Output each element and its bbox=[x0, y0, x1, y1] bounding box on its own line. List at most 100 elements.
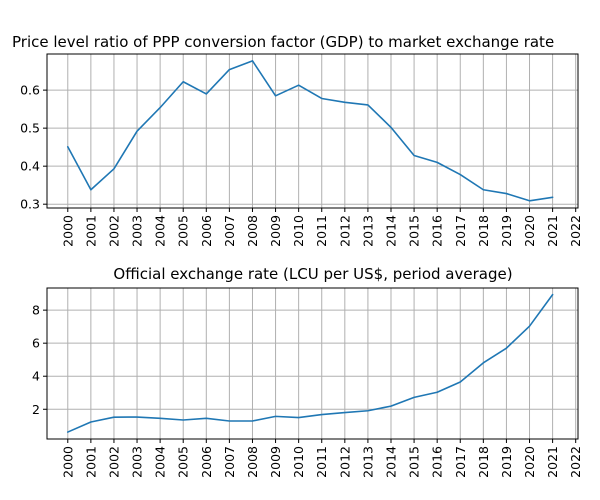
x-tick-label: 2022 bbox=[568, 446, 583, 478]
data-point bbox=[296, 415, 300, 419]
x-tick-label: 2012 bbox=[337, 215, 352, 247]
data-point bbox=[527, 324, 531, 328]
x-tick-label: 2019 bbox=[499, 215, 514, 247]
x-tick-label: 2014 bbox=[383, 446, 398, 478]
x-tick-label: 2021 bbox=[545, 215, 560, 247]
data-point bbox=[343, 100, 347, 104]
x-tick-label: 2003 bbox=[130, 446, 145, 478]
chart-ppp-price-level: 2000 2001 2002 2003 2004 2005 2006 2007 2008 2009… bbox=[20, 53, 583, 247]
x-tick-label: 2001 bbox=[83, 446, 98, 478]
chart-title-2: Official exchange rate (LCU per US$, per… bbox=[113, 265, 512, 283]
data-point bbox=[66, 145, 70, 149]
x-tick-label: 2019 bbox=[499, 446, 514, 478]
x-tick-label: 2005 bbox=[176, 446, 191, 478]
y-tick-label: 0.5 bbox=[20, 121, 40, 136]
series-line bbox=[66, 293, 554, 433]
x-tick-label: 2016 bbox=[430, 446, 445, 478]
data-point bbox=[320, 96, 324, 100]
series-line bbox=[66, 60, 554, 202]
x-tick-label: 2007 bbox=[222, 215, 237, 247]
x-tick-label: 2009 bbox=[268, 215, 283, 247]
data-point bbox=[550, 195, 554, 199]
data-point bbox=[504, 191, 508, 195]
x-tick-label: 2015 bbox=[407, 446, 422, 478]
x-tick-label: 2006 bbox=[199, 215, 214, 247]
y-tick-label: 2 bbox=[32, 402, 40, 417]
data-point bbox=[389, 125, 393, 129]
data-point bbox=[458, 172, 462, 176]
x-tick-label: 2020 bbox=[522, 446, 537, 478]
y-tick-label: 4 bbox=[32, 369, 40, 384]
y-tick-label: 0.6 bbox=[20, 83, 40, 98]
x-tick-label: 2017 bbox=[453, 446, 468, 478]
x-tick-label: 2020 bbox=[522, 215, 537, 247]
data-point bbox=[158, 105, 162, 109]
x-tick-label: 2016 bbox=[430, 215, 445, 247]
data-point bbox=[412, 153, 416, 157]
data-point bbox=[366, 409, 370, 413]
data-point bbox=[227, 67, 231, 71]
x-tick-label: 2013 bbox=[360, 215, 375, 247]
x-tick-label: 2008 bbox=[245, 215, 260, 247]
x-tick-label: 2001 bbox=[83, 215, 98, 247]
data-point bbox=[481, 361, 485, 365]
data-point bbox=[204, 416, 208, 420]
x-tick-label: 2010 bbox=[291, 215, 306, 247]
data-point bbox=[504, 346, 508, 350]
x-tick-label: 2007 bbox=[222, 446, 237, 478]
y-tick-label: 6 bbox=[32, 336, 40, 351]
x-tick-label: 2009 bbox=[268, 446, 283, 478]
x-tick-label: 2005 bbox=[176, 215, 191, 247]
y-tick-label: 0.3 bbox=[20, 197, 40, 212]
x-tick-label: 2004 bbox=[153, 446, 168, 478]
data-point bbox=[135, 129, 139, 133]
chart-exchange-rate: 2000 2001 2002 2003 2004 2005 2006 2007 2008 2009… bbox=[32, 287, 583, 478]
x-tick-label: 2011 bbox=[314, 215, 329, 247]
x-tick-label: 2010 bbox=[291, 446, 306, 478]
y-tick-label: 8 bbox=[32, 303, 40, 318]
plot-area-frame bbox=[46, 287, 579, 440]
x-tick-label: 2006 bbox=[199, 446, 214, 478]
data-point bbox=[181, 80, 185, 84]
data-point bbox=[366, 103, 370, 107]
data-point bbox=[204, 92, 208, 96]
data-point bbox=[435, 160, 439, 164]
data-point bbox=[458, 380, 462, 384]
chart-title-1: Price level ratio of PPP conversion fact… bbox=[12, 33, 554, 51]
data-point bbox=[112, 167, 116, 171]
data-point bbox=[250, 59, 254, 63]
data-point bbox=[481, 188, 485, 192]
x-tick-label: 2008 bbox=[245, 446, 260, 478]
plot-area-frame bbox=[46, 53, 579, 209]
x-tick-label: 2021 bbox=[545, 446, 560, 478]
data-point bbox=[112, 415, 116, 419]
x-tick-label: 2013 bbox=[360, 446, 375, 478]
y-tick-label: 0.4 bbox=[20, 159, 40, 174]
data-point bbox=[296, 83, 300, 87]
data-point bbox=[389, 404, 393, 408]
x-tick-label: 2012 bbox=[337, 446, 352, 478]
x-tick-label: 2002 bbox=[106, 446, 121, 478]
x-tick-label: 2003 bbox=[130, 215, 145, 247]
data-point bbox=[435, 390, 439, 394]
x-tick-label: 2004 bbox=[153, 215, 168, 247]
x-tick-label: 2000 bbox=[60, 215, 75, 247]
data-point bbox=[135, 415, 139, 419]
data-point bbox=[412, 395, 416, 399]
data-point bbox=[158, 416, 162, 420]
data-point bbox=[273, 414, 277, 418]
data-point bbox=[320, 412, 324, 416]
data-point bbox=[550, 292, 554, 296]
data-point bbox=[66, 430, 70, 434]
data-point bbox=[89, 188, 93, 192]
x-tick-label: 2018 bbox=[476, 215, 491, 247]
data-point bbox=[89, 420, 93, 424]
x-tick-label: 2015 bbox=[407, 215, 422, 247]
data-point bbox=[250, 419, 254, 423]
data-point bbox=[227, 419, 231, 423]
data-point bbox=[181, 418, 185, 422]
data-point bbox=[273, 94, 277, 98]
x-tick-label: 2000 bbox=[60, 446, 75, 478]
x-tick-label: 2022 bbox=[568, 215, 583, 247]
